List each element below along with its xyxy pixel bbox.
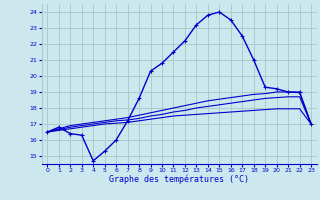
X-axis label: Graphe des températures (°C): Graphe des températures (°C) [109,175,249,184]
